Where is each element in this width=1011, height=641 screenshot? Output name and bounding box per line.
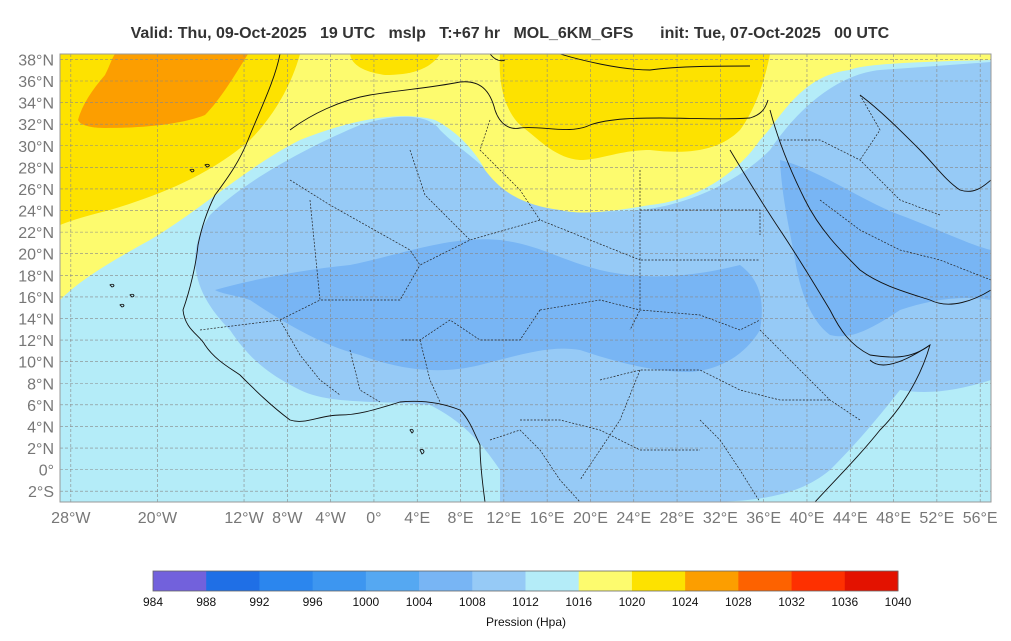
latitude-labels: 38°N 36°N 34°N 32°N 30°N 28°N 26°N 24°N 22°N 20°N… [18,52,54,501]
lon-label: 40°E [790,510,825,527]
lon-label: 48°E [876,510,911,527]
lon-label: 0° [366,510,381,527]
lon-label: 56°E [963,510,998,527]
lon-label: 28°W [51,510,91,527]
lon-label: 20°E [573,510,608,527]
lon-label: 32°E [703,510,738,527]
colorbar-segment [365,571,420,591]
longitude-labels: 28°W 20°W 12°W 8°W 4°W 0° 4°E 8°E 12°E 16°E 20°E 24… [51,510,997,527]
colorbar-segment [153,571,207,591]
colorbar-segment [206,571,260,591]
lat-label: 26°N [18,182,54,199]
lat-label: 28°N [18,160,54,177]
gridlines [60,54,991,502]
colorbar-segment [525,571,580,591]
colorbar-level-label: 1036 [831,595,858,609]
init-time: init: Tue, 07-Oct-2025 00 UTC [660,25,890,42]
colorbar-segment [844,571,899,591]
country-borders [199,94,991,502]
colorbar: 984 988 992 996 1000 1004 1008 1012 1016 1020 1024… [143,570,912,609]
lead-time: T:+67 hr [439,25,501,42]
colorbar-level-label: 1016 [565,595,592,609]
colorbar-level-label: 1028 [725,595,752,609]
lon-label: 52°E [919,510,954,527]
field-name: mslp [388,25,426,42]
colorbar-segment [419,571,473,591]
lat-label: 6°N [27,398,54,415]
pressure-field-1020-1024-med [499,54,770,160]
colorbar-level-label: 1032 [778,595,805,609]
colorbar-segment [631,571,686,591]
lat-label: 0° [39,463,54,480]
model-name: MOL_6KM_GFS [513,25,634,42]
lon-label: 28°E [660,510,695,527]
colorbar-level-label: 992 [249,595,269,609]
colorbar-level-label: 988 [196,595,216,609]
lat-label: 16°N [18,290,54,307]
lat-label: 8°N [27,376,54,393]
lat-label: 14°N [18,311,54,328]
lat-label: 2°S [28,484,54,501]
lat-label: 38°N [18,52,54,69]
lon-label: 44°E [833,510,868,527]
pressure-field-1016-1020 [60,54,991,300]
lat-label: 2°N [27,441,54,458]
coastlines [109,54,991,502]
colorbar-level-label: 1012 [512,595,539,609]
lon-label: 4°W [315,510,346,527]
colorbar-level-label: 1004 [406,595,433,609]
lat-label: 20°N [18,247,54,264]
colorbar-segment [259,571,314,591]
colorbar-frame [152,570,899,592]
colorbar-level-label: 1040 [885,595,912,609]
map-frame [59,53,992,503]
lat-label: 10°N [18,355,54,372]
lat-label: 4°N [27,419,54,436]
lon-label: 24°E [616,510,651,527]
lon-label: 12°E [486,510,521,527]
colorbar-segment [685,571,739,591]
colorbar-segment [791,571,846,591]
colorbar-level-label: 1024 [672,595,699,609]
lat-label: 36°N [18,74,54,91]
pressure-field-1004-1008 [215,239,762,372]
colorbar-segment [472,571,526,591]
map-title: Valid: Thu, 09-Oct-2025 19 UTC mslp T:+6… [0,7,1011,43]
lat-label: 32°N [18,117,54,134]
lat-label: 22°N [18,225,54,242]
pressure-field-1024-1028 [78,54,248,128]
colorbar-level-label: 984 [143,595,163,609]
colorbar-level-label: 1020 [619,595,646,609]
colorbar-segment [312,571,367,591]
lon-label: 36°E [746,510,781,527]
colorbar-level-label: 1008 [459,595,486,609]
pressure-field-1004-1008-arabia [780,160,991,337]
lon-label: 8°E [448,510,474,527]
lat-label: 12°N [18,333,54,350]
lon-label: 20°W [138,510,178,527]
lon-label: 4°E [404,510,430,527]
lon-label: 8°W [272,510,303,527]
colorbar-title: Pression (Hpa) [486,615,566,629]
lat-label: 24°N [18,204,54,221]
valid-time: Valid: Thu, 09-Oct-2025 19 UTC [130,25,376,42]
lon-label: 16°E [530,510,565,527]
colorbar-level-label: 1000 [353,595,380,609]
lat-label: 30°N [18,139,54,156]
lat-label: 18°N [18,268,54,285]
colorbar-segment [578,571,633,591]
lat-label: 34°N [18,96,54,113]
lon-label: 12°W [224,510,264,527]
pressure-map [60,54,991,502]
colorbar-segment [738,571,793,591]
colorbar-level-label: 996 [303,595,323,609]
